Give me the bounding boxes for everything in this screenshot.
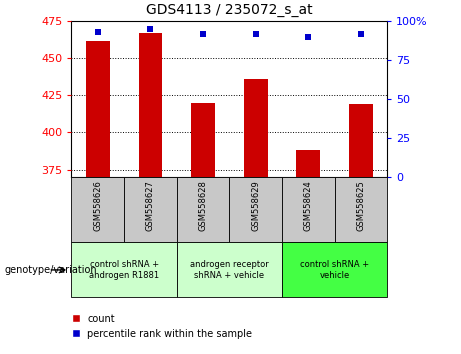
Title: GDS4113 / 235072_s_at: GDS4113 / 235072_s_at	[146, 4, 313, 17]
Bar	[177, 177, 230, 242]
Text: GSM558628: GSM558628	[199, 180, 207, 231]
Bar	[71, 242, 177, 297]
Bar	[86, 40, 110, 177]
Text: GSM558626: GSM558626	[93, 180, 102, 231]
Bar	[124, 177, 177, 242]
Point	[199, 31, 207, 36]
Point	[252, 31, 260, 36]
Bar	[349, 104, 373, 177]
Point	[94, 29, 101, 35]
Legend: count, percentile rank within the sample: count, percentile rank within the sample	[72, 314, 252, 338]
Bar	[296, 150, 320, 177]
Bar	[282, 177, 335, 242]
Text: genotype/variation: genotype/variation	[5, 265, 97, 275]
Text: control shRNA +
androgen R1881: control shRNA + androgen R1881	[89, 259, 159, 280]
Text: GSM558629: GSM558629	[251, 180, 260, 231]
Bar	[139, 33, 162, 177]
Bar	[71, 177, 124, 242]
Text: GSM558624: GSM558624	[304, 180, 313, 231]
Point	[357, 31, 365, 36]
Bar	[335, 177, 387, 242]
Bar	[282, 242, 387, 297]
Bar	[230, 177, 282, 242]
Text: GSM558627: GSM558627	[146, 180, 155, 231]
Bar	[177, 242, 282, 297]
Text: GSM558625: GSM558625	[356, 180, 366, 231]
Bar	[244, 79, 267, 177]
Point	[147, 26, 154, 32]
Bar	[191, 103, 215, 177]
Point	[305, 34, 312, 40]
Text: androgen receptor
shRNA + vehicle: androgen receptor shRNA + vehicle	[190, 259, 269, 280]
Text: control shRNA +
vehicle: control shRNA + vehicle	[300, 259, 369, 280]
